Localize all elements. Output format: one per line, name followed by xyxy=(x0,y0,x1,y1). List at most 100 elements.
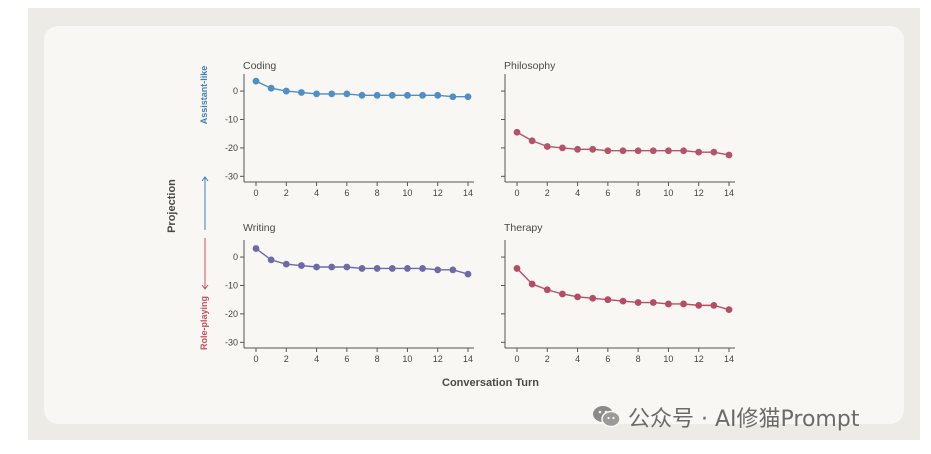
y-tick-label: -10 xyxy=(225,114,238,124)
watermark: 公众号 · AI修猫Prompt xyxy=(592,402,859,432)
data-point xyxy=(589,294,597,302)
x-tick-label: 8 xyxy=(636,354,641,364)
roleplay-arrow-head xyxy=(201,284,209,290)
x-tick-label: 4 xyxy=(575,188,580,198)
data-point xyxy=(449,93,457,101)
x-axis-label: Conversation Turn xyxy=(442,377,539,389)
data-point xyxy=(665,147,672,155)
x-tick-label: 8 xyxy=(375,188,380,198)
x-tick-label: 12 xyxy=(694,188,704,198)
data-point xyxy=(267,84,275,92)
data-point xyxy=(434,91,442,99)
data-point xyxy=(589,145,597,153)
data-point xyxy=(725,306,733,314)
data-point xyxy=(313,263,320,271)
panel-title-therapy: Therapy xyxy=(504,222,543,234)
y-tick-label: -20 xyxy=(225,309,238,319)
panel-title-philosophy: Philosophy xyxy=(504,60,556,72)
data-point xyxy=(634,147,642,155)
y-tick-label: -20 xyxy=(225,143,238,153)
x-tick-label: 10 xyxy=(402,354,412,364)
data-point xyxy=(358,91,366,99)
assistant-like-label: Assistant-like xyxy=(199,65,209,125)
data-point xyxy=(574,293,581,301)
x-tick-label: 12 xyxy=(433,188,443,198)
data-point xyxy=(513,128,521,136)
data-point xyxy=(404,91,411,99)
data-point xyxy=(449,266,457,274)
chart-writing: 0 -10 -20 -30 0 2 4 6 8 10 12 14 xyxy=(225,240,474,364)
data-point xyxy=(358,265,366,272)
data-point xyxy=(528,137,536,145)
data-point xyxy=(543,143,551,150)
data-point xyxy=(388,91,396,99)
x-tick-label: 14 xyxy=(463,188,473,198)
data-point xyxy=(574,145,581,153)
data-point xyxy=(634,299,642,306)
x-tick-label: 0 xyxy=(253,188,258,198)
data-point xyxy=(298,262,305,269)
data-point xyxy=(513,265,521,272)
y-tick-label: 0 xyxy=(233,86,238,96)
data-point xyxy=(313,90,320,98)
chart-therapy: 0 2 4 6 8 10 12 14 xyxy=(501,240,735,364)
y-axis-label: Projection xyxy=(166,179,178,233)
x-tick-label: 12 xyxy=(694,354,704,364)
panel-title-writing: Writing xyxy=(243,222,276,234)
data-point xyxy=(434,266,442,274)
x-tick-label: 4 xyxy=(314,354,319,364)
data-point xyxy=(680,147,687,155)
data-point xyxy=(419,91,426,99)
x-tick-label: 14 xyxy=(724,188,734,198)
x-tick-label: 10 xyxy=(663,354,673,364)
data-point xyxy=(725,151,733,159)
data-point xyxy=(649,299,657,306)
x-tick-label: 8 xyxy=(375,354,380,364)
y-tick-label: 0 xyxy=(233,252,238,262)
panel-title-coding: Coding xyxy=(243,60,277,72)
chart-card xyxy=(44,26,904,424)
y-tick-label: -10 xyxy=(225,280,238,290)
x-tick-label: 6 xyxy=(344,188,349,198)
wechat-icon xyxy=(593,406,621,428)
x-tick-label: 12 xyxy=(433,354,443,364)
x-tick-label: 6 xyxy=(605,188,610,198)
x-tick-label: 6 xyxy=(605,354,610,364)
x-tick-label: 10 xyxy=(402,188,412,198)
data-point xyxy=(680,300,687,308)
x-tick-label: 4 xyxy=(575,354,580,364)
data-point xyxy=(388,265,396,272)
data-point xyxy=(267,256,275,264)
data-point xyxy=(710,148,718,156)
data-point xyxy=(343,90,351,98)
x-tick-label: 4 xyxy=(314,188,319,198)
x-tick-label: 10 xyxy=(663,188,673,198)
data-point xyxy=(252,77,260,85)
data-point xyxy=(710,301,718,309)
data-point xyxy=(528,280,536,288)
data-point xyxy=(343,263,351,271)
data-point xyxy=(604,147,612,155)
data-point xyxy=(665,300,672,308)
x-tick-label: 8 xyxy=(636,188,641,198)
direction-arrows xyxy=(201,176,209,290)
data-point xyxy=(282,87,290,95)
data-point xyxy=(464,93,472,101)
assistant-arrow-head xyxy=(201,176,209,182)
x-tick-label: 0 xyxy=(253,354,258,364)
y-tick-label: -30 xyxy=(225,171,238,181)
role-playing-label: Role-playing xyxy=(199,296,209,351)
data-point xyxy=(404,265,411,272)
data-point xyxy=(419,265,426,272)
data-point xyxy=(695,301,703,309)
x-tick-label: 14 xyxy=(463,354,473,364)
data-point xyxy=(619,147,627,155)
chart-coding: 0 -10 -20 -30 0 2 4 6 8 10 12 14 xyxy=(225,74,474,198)
data-point xyxy=(252,245,260,252)
y-tick-label: -30 xyxy=(225,337,238,347)
data-point xyxy=(649,147,657,155)
data-point xyxy=(543,286,551,294)
x-tick-label: 0 xyxy=(514,354,519,364)
data-point xyxy=(373,91,381,99)
chart-philosophy: 0 2 4 6 8 10 12 14 xyxy=(501,74,735,198)
